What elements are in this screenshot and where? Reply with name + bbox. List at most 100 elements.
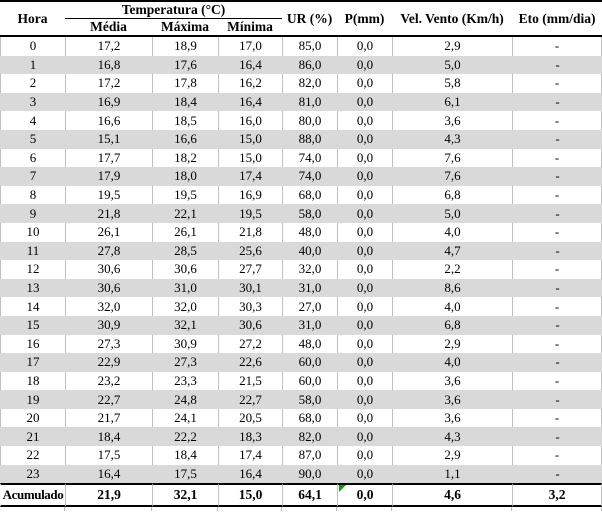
value-cell: 23,2 (65, 371, 152, 391)
value-cell: 86,0 (282, 55, 338, 75)
column-header-hora: Hora (0, 0, 65, 37)
value-cell: 8,6 (392, 278, 513, 298)
hour-row: 5 15,1 16,6 15,0 88,0 0,0 4,3- (0, 129, 602, 149)
value-cell: 19,5 (152, 185, 218, 205)
value-cell: - (512, 129, 602, 149)
value-cell: 27,3 (152, 353, 218, 372)
value-cell: 30,9 (152, 334, 218, 354)
value-cell: 19,5 (65, 185, 152, 205)
value-cell: 0,0 (337, 92, 393, 112)
hour-row: 18 23,2 23,3 21,5 60,0 0,0 3,6- (0, 371, 602, 391)
value-cell: 22,7 (218, 390, 283, 409)
accumulated-vel-vento: 4,6 (392, 483, 513, 508)
value-cell: 0,0 (337, 129, 393, 149)
column-header-maxima: Máxima (152, 19, 218, 37)
value-cell: 22,1 (152, 204, 218, 223)
value-cell: 17,7 (65, 148, 152, 168)
value-cell: 30,3 (218, 297, 283, 316)
hour-cell: 5 (0, 129, 65, 149)
hour-cell: 21 (0, 427, 65, 447)
accumulated-temp-maxima: 32,1 (152, 483, 218, 508)
column-header-eto: Eto (mm/dia) (512, 0, 602, 37)
value-cell: 22,2 (152, 427, 218, 447)
value-cell: 74,0 (282, 167, 338, 186)
value-cell: 0,0 (337, 148, 393, 168)
hour-cell: 23 (0, 464, 65, 484)
value-cell: 24,1 (152, 408, 218, 428)
value-cell: 88,0 (282, 129, 338, 149)
value-cell: 27,7 (218, 260, 283, 279)
value-cell: 17,0 (218, 37, 283, 56)
value-cell: - (512, 37, 602, 56)
value-cell: - (512, 55, 602, 75)
value-cell: 87,0 (282, 446, 338, 465)
value-cell: 0,0 (337, 55, 393, 75)
hour-row: 7 17,9 18,0 17,4 74,0 0,0 7,6- (0, 167, 602, 186)
table-body: 0 17,2 18,9 17,0 85,0 0,0 2,9-1 16,8 17,6 16,4 86,… (0, 37, 602, 484)
value-cell: 16,4 (65, 464, 152, 484)
hour-cell: 0 (0, 37, 65, 56)
value-cell: 32,1 (152, 315, 218, 335)
value-cell: 82,0 (282, 427, 338, 447)
value-cell: 16,6 (152, 129, 218, 149)
value-cell: 21,5 (218, 371, 283, 391)
value-cell: 80,0 (282, 111, 338, 130)
hour-cell: 20 (0, 408, 65, 428)
value-cell: 74,0 (282, 148, 338, 168)
value-cell: 0,0 (337, 408, 393, 428)
value-cell: 15,1 (65, 129, 152, 149)
value-cell: 24,8 (152, 390, 218, 409)
value-cell: 17,6 (152, 55, 218, 75)
value-cell: 68,0 (282, 185, 338, 205)
value-cell: 30,6 (152, 260, 218, 279)
value-cell: 7,6 (392, 167, 513, 186)
value-cell: - (512, 278, 602, 298)
hour-cell: 1 (0, 55, 65, 75)
hour-cell: 8 (0, 185, 65, 205)
value-cell: 4,3 (392, 427, 513, 447)
value-cell: 3,6 (392, 408, 513, 428)
column-header-temperatura-group: Temperatura (°C) (65, 0, 283, 19)
column-header-p: P(mm) (337, 0, 393, 37)
value-cell: 18,5 (152, 111, 218, 130)
value-cell: 0,0 (337, 222, 393, 242)
value-cell: 15,0 (218, 129, 283, 149)
hour-cell: 4 (0, 111, 65, 130)
value-cell: 2,9 (392, 334, 513, 354)
value-cell: - (512, 111, 602, 130)
value-cell: 81,0 (282, 92, 338, 112)
value-cell: 22,9 (65, 353, 152, 372)
hour-cell: 15 (0, 315, 65, 335)
hour-cell: 6 (0, 148, 65, 168)
value-cell: 17,2 (65, 37, 152, 56)
hour-row: 13 30,6 31,0 30,1 31,0 0,0 8,6- (0, 278, 602, 298)
accumulated-eto: 3,2 (512, 483, 602, 508)
column-header-ur: UR (%) (282, 0, 338, 37)
value-cell: - (512, 427, 602, 447)
value-cell: 16,4 (218, 55, 283, 75)
value-cell: 31,0 (152, 278, 218, 298)
value-cell: - (512, 297, 602, 316)
hour-row: 4 16,6 18,5 16,0 80,0 0,0 3,6- (0, 111, 602, 130)
hour-cell: 17 (0, 353, 65, 372)
value-cell: 58,0 (282, 204, 338, 223)
value-cell: 0,0 (337, 371, 393, 391)
value-cell: - (512, 185, 602, 205)
value-cell: 17,4 (218, 167, 283, 186)
value-cell: 4,3 (392, 129, 513, 149)
value-cell: 0,0 (337, 185, 393, 205)
value-cell: 3,6 (392, 390, 513, 409)
hour-row: 8 19,5 19,5 16,9 68,0 0,0 6,8- (0, 185, 602, 205)
value-cell: 26,1 (65, 222, 152, 242)
value-cell: 27,2 (218, 334, 283, 354)
value-cell: 22,6 (218, 353, 283, 372)
hour-cell: 9 (0, 204, 65, 223)
value-cell: 0,0 (337, 334, 393, 354)
value-cell: - (512, 241, 602, 261)
value-cell: 27,8 (65, 241, 152, 261)
value-cell: 16,8 (65, 55, 152, 75)
hour-row: 19 22,7 24,8 22,7 58,0 0,0 3,6- (0, 390, 602, 409)
accumulated-p: 0,0 (337, 483, 393, 508)
hour-row: 14 32,0 32,0 30,3 27,0 0,0 4,0- (0, 297, 602, 316)
value-cell: 1,1 (392, 464, 513, 484)
